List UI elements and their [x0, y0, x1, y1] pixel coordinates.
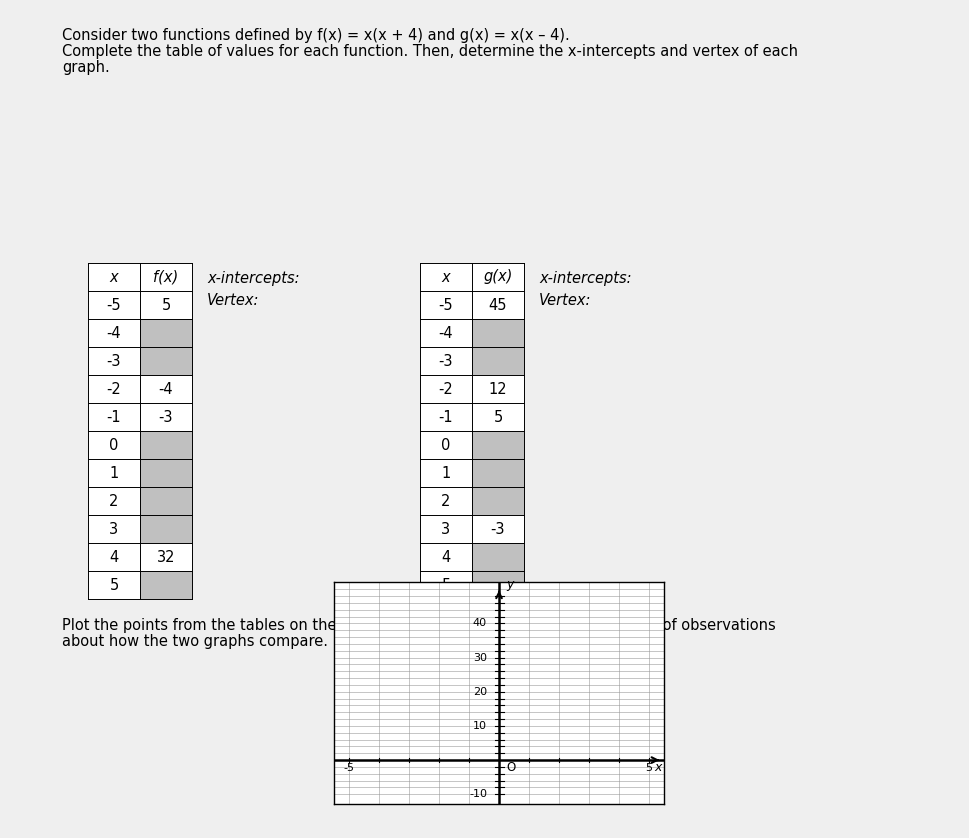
- Text: 4: 4: [441, 550, 451, 565]
- Text: -2: -2: [439, 381, 453, 396]
- Text: 40: 40: [473, 618, 487, 628]
- Text: x-intercepts:: x-intercepts:: [207, 271, 299, 286]
- Text: x: x: [109, 270, 118, 284]
- Text: 0: 0: [441, 437, 451, 453]
- Text: 2: 2: [109, 494, 118, 509]
- Bar: [472, 543, 524, 571]
- Text: Plot the points from the tables on the same coordinate plane, and make a couple : Plot the points from the tables on the s…: [62, 618, 776, 633]
- Text: 2: 2: [441, 494, 451, 509]
- Text: 3: 3: [442, 521, 451, 536]
- Text: 1: 1: [441, 465, 451, 480]
- Text: 5: 5: [109, 577, 118, 592]
- Text: 30: 30: [473, 653, 487, 663]
- Bar: [140, 431, 192, 459]
- Bar: [140, 347, 192, 375]
- Text: 32: 32: [157, 550, 175, 565]
- Text: -2: -2: [107, 381, 121, 396]
- Text: -1: -1: [107, 410, 121, 425]
- Text: Vertex:: Vertex:: [539, 293, 591, 308]
- Text: 5: 5: [645, 763, 652, 773]
- Text: -3: -3: [159, 410, 173, 425]
- Text: -4: -4: [107, 325, 121, 340]
- Text: 5: 5: [162, 297, 171, 313]
- Text: -1: -1: [439, 410, 453, 425]
- Text: y: y: [506, 577, 514, 591]
- Text: -5: -5: [439, 297, 453, 313]
- Text: 0: 0: [109, 437, 118, 453]
- Text: g(x): g(x): [484, 270, 513, 284]
- Text: -10: -10: [469, 789, 487, 799]
- Text: -4: -4: [439, 325, 453, 340]
- Text: Consider two functions defined by f(x) = x(x + 4) and g(x) = x(x – 4).: Consider two functions defined by f(x) =…: [62, 28, 570, 43]
- Text: x: x: [654, 761, 662, 774]
- Bar: [88, 263, 192, 599]
- Text: 3: 3: [109, 521, 118, 536]
- Text: f(x): f(x): [153, 270, 178, 284]
- Text: -3: -3: [490, 521, 505, 536]
- Bar: [472, 347, 524, 375]
- Text: -3: -3: [439, 354, 453, 369]
- Text: 1: 1: [109, 465, 118, 480]
- Text: x-intercepts:: x-intercepts:: [539, 271, 632, 286]
- Bar: [140, 459, 192, 487]
- Text: 4: 4: [109, 550, 118, 565]
- Bar: [472, 487, 524, 515]
- Text: Vertex:: Vertex:: [207, 293, 260, 308]
- Text: Complete the table of values for each function. Then, determine the x-intercepts: Complete the table of values for each fu…: [62, 44, 798, 59]
- Bar: [140, 319, 192, 347]
- Text: 10: 10: [473, 721, 487, 731]
- Text: 5: 5: [441, 577, 451, 592]
- Bar: [472, 571, 524, 599]
- Text: -5: -5: [344, 763, 355, 773]
- Bar: [140, 487, 192, 515]
- Bar: [140, 571, 192, 599]
- Bar: [472, 319, 524, 347]
- Bar: [472, 431, 524, 459]
- Text: -5: -5: [107, 297, 121, 313]
- Text: about how the two graphs compare.: about how the two graphs compare.: [62, 634, 328, 649]
- Text: 5: 5: [493, 410, 503, 425]
- Text: graph.: graph.: [62, 60, 109, 75]
- Text: O: O: [507, 761, 516, 774]
- Text: -3: -3: [107, 354, 121, 369]
- Bar: [420, 263, 524, 599]
- Bar: [140, 515, 192, 543]
- Text: 20: 20: [473, 686, 487, 696]
- Text: -4: -4: [159, 381, 173, 396]
- Text: 12: 12: [488, 381, 508, 396]
- Text: x: x: [442, 270, 451, 284]
- Bar: [472, 459, 524, 487]
- Text: 45: 45: [488, 297, 507, 313]
